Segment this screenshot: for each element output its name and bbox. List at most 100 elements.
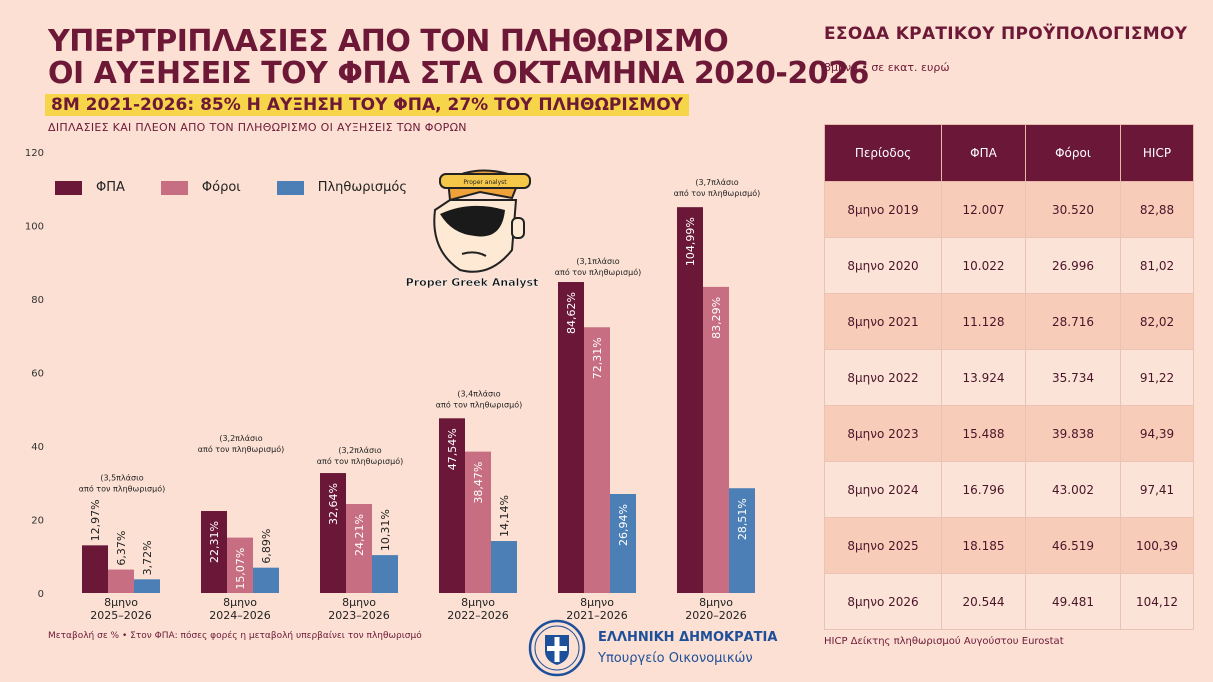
revenue-table-subtitle: 8μηνο • σε εκατ. ευρώ (824, 61, 950, 74)
cell-taxes: 43.002 (1025, 461, 1121, 518)
chart-title: ΥΠΕΡΤΡΙΠΛΑΣΙΕΣ ΑΠΟ ΤΟΝ ΠΛΗΘΩΡΙΣΜΟ ΟΙ ΑΥΞ… (48, 26, 869, 90)
y-tick-label: 60 (31, 369, 44, 380)
highlight-banner: 8Μ 2021-2026: 85% Η ΑΥΞΗΣΗ ΤΟΥ ΦΠΑ, 27% … (45, 94, 689, 116)
x-tick-label: 2024–2026 (209, 609, 271, 622)
data-label-taxes: 6,37% (115, 531, 128, 566)
chart-subtitle: ΔΙΠΛΑΣΙΕΣ ΚΑΙ ΠΛΕΟΝ ΑΠΟ ΤΟΝ ΠΛΗΘΩΡΙΣΜΟ Ο… (48, 121, 467, 134)
legend-swatch-inflation (276, 180, 304, 195)
cell-vat: 13.924 (941, 349, 1026, 406)
bar-inflation (134, 579, 160, 593)
legend-label-vat: ΦΠΑ (96, 180, 125, 195)
table-row: 8μηνο 2019 12.007 30.520 82,88 (824, 181, 1194, 238)
cell-taxes: 28.716 (1025, 293, 1121, 350)
y-tick-label: 120 (25, 148, 44, 159)
bar-taxes (227, 537, 253, 593)
cell-period: 8μηνο 2023 (824, 405, 942, 462)
cell-vat: 10.022 (941, 237, 1026, 294)
chart-legend: ΦΠΑ Φόροι Πληθωρισμός (55, 180, 443, 195)
data-label-vat: 32,64% (327, 483, 340, 525)
header-taxes: Φόροι (1025, 124, 1121, 182)
mascot-hat-band (439, 173, 531, 189)
bar-vat (201, 511, 227, 593)
multiplier-annotation: από τον πληθωρισμό) (555, 267, 641, 277)
data-label-taxes: 83,29% (710, 297, 723, 339)
cell-taxes: 26.996 (1025, 237, 1121, 294)
data-label-vat: 12,97% (89, 499, 102, 541)
bar-taxes (584, 327, 610, 593)
table-row: 8μηνο 2021 11.128 28.716 82,02 (824, 293, 1194, 350)
mascot-caption: Proper Greek Analyst (406, 276, 539, 289)
title-line-1: ΥΠΕΡΤΡΙΠΛΑΣΙΕΣ ΑΠΟ ΤΟΝ ΠΛΗΘΩΡΙΣΜΟ (48, 24, 729, 59)
x-tick-label: 8μηνο (223, 596, 257, 609)
data-label-inflation: 3,72% (141, 540, 154, 575)
multiplier-annotation: (3,4πλάσιο (457, 389, 500, 398)
cell-hicp: 104,12 (1120, 573, 1194, 630)
legend-item-inflation: Πληθωρισμός (276, 180, 407, 195)
cell-vat: 18.185 (941, 517, 1026, 574)
multiplier-annotation: (3,2πλάσιο (219, 434, 262, 443)
x-tick-label: 8μηνο (342, 596, 376, 609)
table-row: 8μηνο 2023 15.488 39.838 94,39 (824, 405, 1194, 462)
cell-hicp: 91,22 (1120, 349, 1194, 406)
header-hicp: HICP (1120, 124, 1194, 182)
legend-label-taxes: Φόροι (201, 180, 241, 195)
y-axis: 0 20 40 60 80 100 120 (25, 148, 44, 600)
cell-period: 8μηνο 2026 (824, 573, 942, 630)
bar-vat (677, 207, 703, 593)
table-row: 8μηνο 2020 10.022 26.996 81,02 (824, 237, 1194, 294)
cell-hicp: 81,02 (1120, 237, 1194, 294)
cell-hicp: 97,41 (1120, 461, 1194, 518)
y-tick-label: 80 (31, 295, 44, 306)
legend-swatch-taxes (160, 180, 188, 195)
cell-period: 8μηνο 2024 (824, 461, 942, 518)
cell-period: 8μηνο 2020 (824, 237, 942, 294)
bar-taxes (465, 451, 491, 593)
legend-swatch-vat (55, 180, 82, 195)
x-axis: 8μηνο2025–20268μηνο2024–20268μηνο2023–20… (90, 596, 747, 622)
header-period: Περίοδος (824, 124, 942, 182)
cell-taxes: 30.520 (1025, 181, 1121, 238)
greek-republic-emblem-icon (528, 619, 586, 677)
multiplier-annotation: από τον πληθωρισμό) (198, 444, 284, 454)
data-label-taxes: 38,47% (472, 462, 485, 504)
y-tick-label: 40 (31, 442, 44, 453)
x-tick-label: 8μηνο (104, 596, 138, 609)
cell-period: 8μηνο 2021 (824, 293, 942, 350)
chart-footnote: Μεταβολή σε % • Στον ΦΠΑ: πόσες φορές η … (48, 631, 422, 641)
data-label-taxes: 15,07% (234, 548, 247, 590)
cell-hicp: 94,39 (1120, 405, 1194, 462)
cell-taxes: 49.481 (1025, 573, 1121, 630)
mascot-hat-text: Proper analyst (463, 179, 507, 186)
data-label-taxes: 24,21% (353, 514, 366, 556)
revenue-table-title: ΕΣΟΔΑ ΚΡΑΤΙΚΟΥ ΠΡΟΫΠΟΛΟΓΙΣΜΟΥ (824, 24, 1188, 44)
table-row: 8μηνο 2022 13.924 35.734 91,22 (824, 349, 1194, 406)
bar-vat (320, 473, 346, 593)
cell-hicp: 82,88 (1120, 181, 1194, 238)
table-row: 8μηνο 2025 18.185 46.519 100,39 (824, 517, 1194, 574)
x-tick-label: 8μηνο (699, 596, 733, 609)
bar-vat (439, 418, 465, 593)
mascot-mouth (461, 251, 487, 257)
bar-inflation (372, 555, 398, 593)
table-row: 8μηνο 2026 20.544 49.481 104,12 (824, 573, 1194, 630)
cell-hicp: 82,02 (1120, 293, 1194, 350)
y-tick-label: 20 (31, 516, 44, 527)
ministry-name: Υπουργείο Οικονομικών (598, 651, 753, 666)
government-name: ΕΛΛΗΝΙΚΗ ΔΗΜΟΚΡΑΤΙΑ (598, 630, 778, 645)
multiplier-annotation: (3,5πλάσιο (100, 473, 143, 482)
data-label-inflation: 26,94% (617, 504, 630, 546)
multiplier-annotation: από τον πληθωρισμό) (79, 483, 165, 493)
data-label-vat: 104,99% (684, 217, 697, 266)
x-tick-label: 2023–2026 (328, 609, 390, 622)
cell-period: 8μηνο 2022 (824, 349, 942, 406)
header-vat: ΦΠΑ (941, 124, 1026, 182)
bar-chart: 0 20 40 60 80 100 120 12,97% 6,37% 3,72% (3,5πλάσ… (25, 148, 760, 622)
multiplier-annotation: (3,2πλάσιο (338, 446, 381, 455)
legend-label-inflation: Πληθωρισμός (317, 180, 407, 195)
data-label-inflation: 28,51% (736, 498, 749, 540)
data-label-vat: 47,54% (446, 428, 459, 470)
x-tick-label: 2020–2026 (685, 609, 747, 622)
y-tick-label: 100 (25, 222, 44, 233)
bar-taxes (346, 504, 372, 593)
table-header-row: Περίοδος ΦΠΑ Φόροι HICP (824, 124, 1194, 182)
